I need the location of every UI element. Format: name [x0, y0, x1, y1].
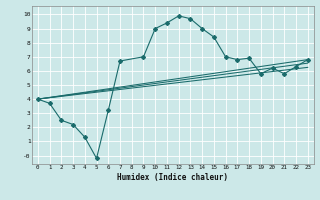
- X-axis label: Humidex (Indice chaleur): Humidex (Indice chaleur): [117, 173, 228, 182]
